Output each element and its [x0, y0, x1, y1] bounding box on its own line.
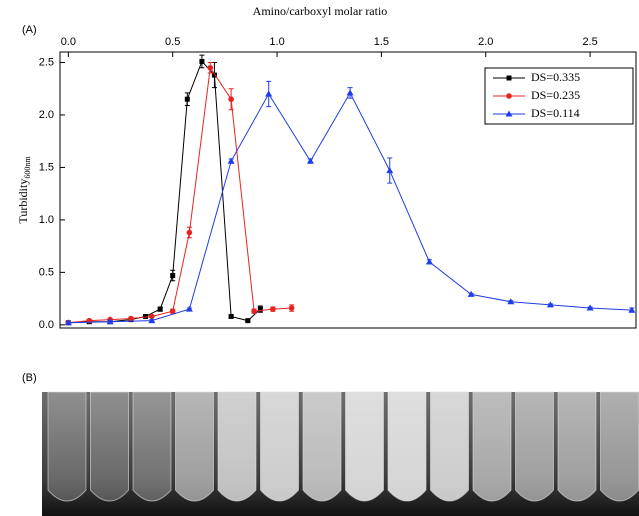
marker [143, 313, 149, 319]
marker [346, 89, 354, 96]
legend-label: DS=0.335 [531, 70, 580, 84]
y-axis-title-main: Turbidity [16, 179, 30, 224]
marker [251, 308, 257, 315]
marker [157, 306, 163, 312]
y-tick-label: 1.0 [39, 214, 54, 226]
y-tick-label: 1.5 [39, 161, 54, 173]
y-tick-label: 0.5 [39, 266, 54, 278]
x-tick-label: 1.0 [269, 36, 284, 48]
panel-label: (A) [22, 24, 37, 36]
marker [546, 301, 554, 308]
marker [228, 313, 234, 319]
tube [132, 391, 172, 502]
marker [245, 318, 251, 324]
marker [169, 308, 176, 315]
marker [106, 318, 114, 325]
x-axis-title: Amino/carboxyl molar ratio [253, 4, 388, 18]
marker [227, 157, 235, 164]
marker [148, 317, 156, 324]
series-line [68, 66, 292, 324]
marker [586, 304, 594, 311]
marker [128, 315, 134, 322]
y-axis-title-sub: 600nm [23, 156, 32, 179]
x-tick-label: 0.0 [61, 36, 76, 48]
tube [515, 391, 554, 502]
marker [64, 319, 72, 326]
tube [387, 391, 427, 502]
plot-frame [59, 51, 637, 329]
x-tick-label: 1.5 [374, 36, 389, 48]
photo-panel [42, 391, 639, 516]
marker [467, 290, 475, 297]
tube [345, 391, 384, 502]
marker [288, 305, 295, 311]
marker [186, 229, 193, 236]
marker [306, 157, 314, 164]
legend-marker [506, 75, 512, 81]
legend-label: DS=0.235 [531, 88, 580, 102]
x-tick-label: 2.5 [582, 36, 597, 48]
marker [185, 305, 193, 312]
marker [149, 313, 155, 320]
marker [270, 306, 276, 312]
marker [425, 258, 433, 265]
marker [207, 64, 214, 71]
tube [430, 391, 469, 502]
y-tick-label: 2.0 [39, 109, 54, 121]
legend-marker [506, 93, 512, 99]
tube [472, 391, 512, 502]
marker [628, 306, 636, 313]
tube [260, 391, 299, 502]
tube [175, 391, 214, 502]
marker [199, 58, 205, 64]
y-tick-label: 0.0 [39, 319, 54, 331]
marker [507, 298, 515, 305]
series-line [68, 91, 632, 324]
y-axis-title: Turbidity600nm [16, 156, 32, 224]
tube [47, 391, 87, 502]
marker [228, 96, 234, 103]
tube [557, 391, 597, 502]
marker [386, 167, 394, 174]
legend-marker [505, 110, 513, 117]
legend-label: DS=0.114 [531, 106, 580, 120]
tube [90, 391, 129, 502]
x-tick-label: 0.5 [165, 36, 180, 48]
marker [170, 273, 176, 279]
tube [600, 391, 639, 502]
x-tick-label: 2.0 [478, 36, 493, 48]
marker [184, 96, 190, 102]
marker [257, 306, 263, 312]
tube [217, 391, 257, 502]
tube [302, 391, 342, 502]
panel-label: (B) [22, 372, 37, 384]
marker [211, 72, 217, 78]
y-tick-label: 2.5 [39, 56, 54, 68]
marker [265, 90, 273, 97]
